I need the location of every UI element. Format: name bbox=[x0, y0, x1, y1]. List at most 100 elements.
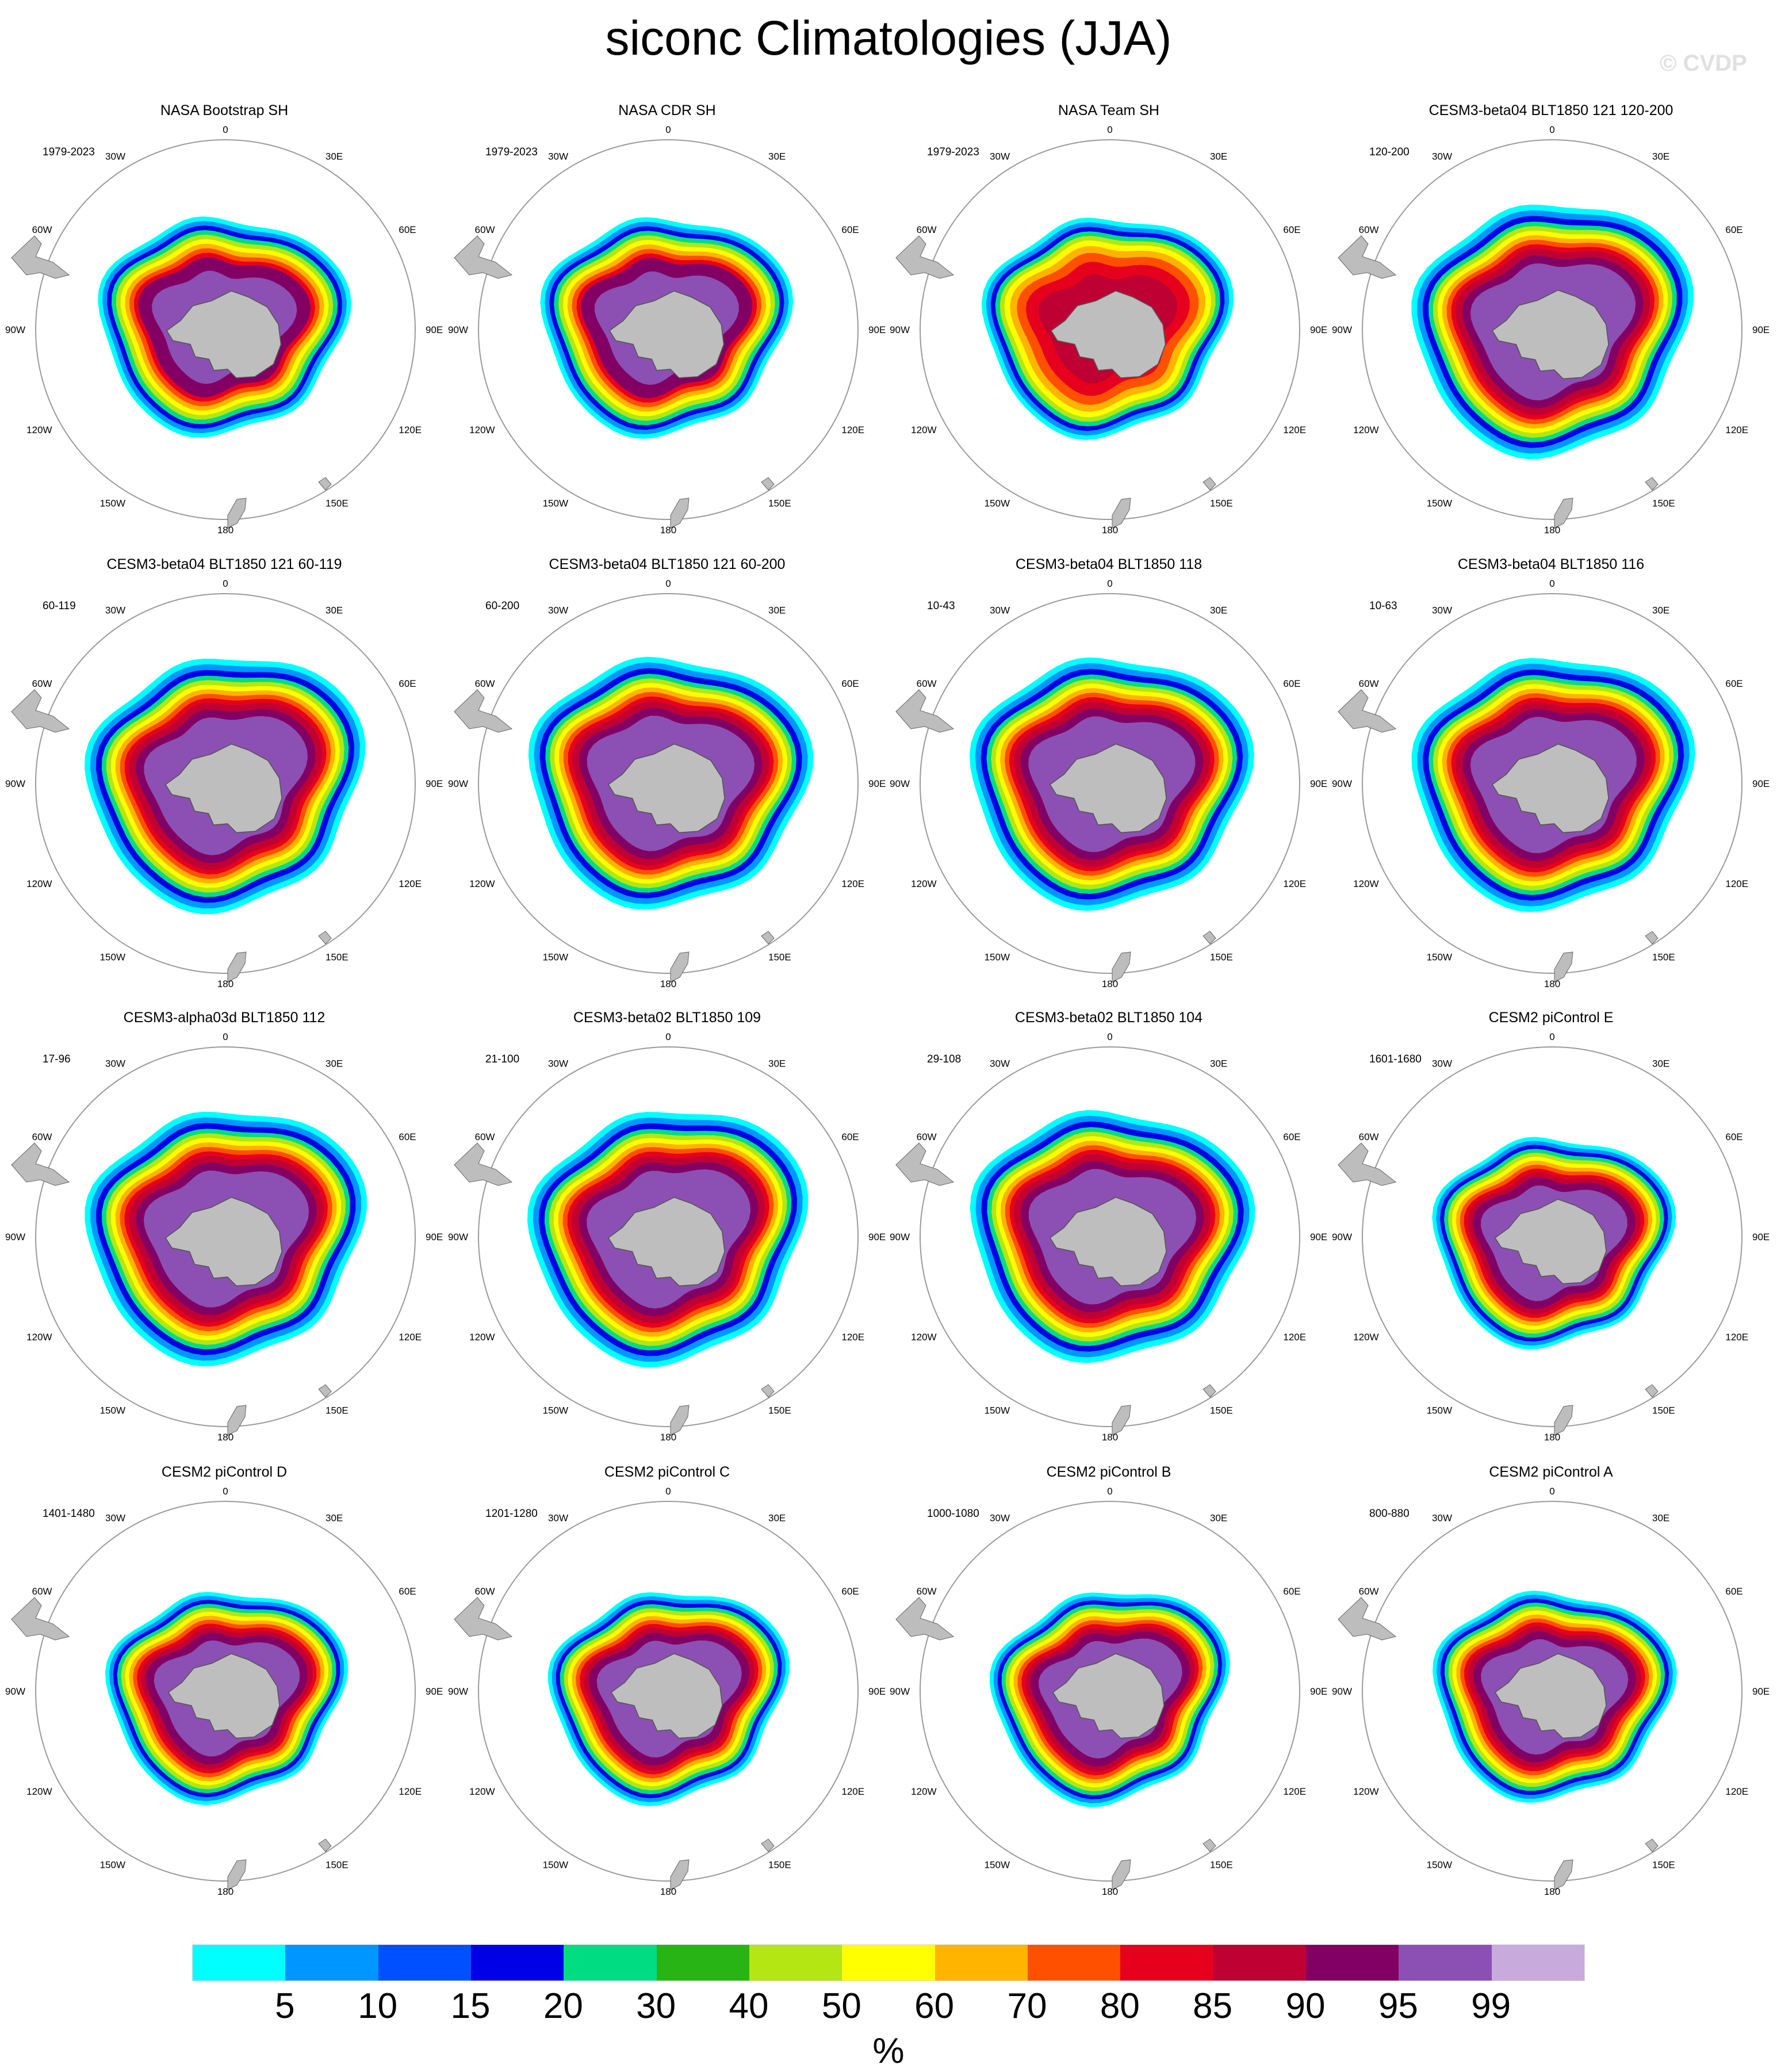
longitude-label: 180 bbox=[660, 978, 676, 989]
longitude-label: 30E bbox=[1210, 1513, 1227, 1524]
panel-years: 60-119 bbox=[43, 600, 76, 612]
new-zealand-land bbox=[1112, 951, 1131, 983]
longitude-label: 60E bbox=[1725, 1586, 1742, 1597]
tasmania-land bbox=[1202, 1384, 1216, 1398]
longitude-label: 30W bbox=[548, 151, 568, 162]
antarctica-land bbox=[164, 1196, 283, 1287]
polar-map: 0 30E 60E 90E 120E 150E 180 150W 120W 90W 60W 30W bbox=[448, 578, 886, 989]
longitude-label: 0 bbox=[223, 124, 228, 135]
map-panel: CESM3-beta02 BLT1850 109 21-100 0 30E 60E 90E… bbox=[443, 1010, 891, 1464]
tasmania-land bbox=[318, 1384, 332, 1398]
panel-title: CESM3-beta04 BLT1850 121 60-119 bbox=[106, 556, 342, 572]
longitude-label: 120W bbox=[26, 1786, 52, 1797]
tasmania-land bbox=[1645, 1384, 1659, 1398]
longitude-label: 60E bbox=[399, 224, 416, 235]
map-panel: CESM2 piControl D 1401-1480 0 30E 60E 90E 120E… bbox=[0, 1464, 449, 1918]
longitude-label: 180 bbox=[217, 1432, 233, 1443]
longitude-label: 120E bbox=[1725, 1332, 1748, 1343]
longitude-label: 60E bbox=[1283, 224, 1300, 235]
longitude-label: 150W bbox=[100, 951, 125, 962]
south-america-land bbox=[895, 689, 955, 733]
map-panel: CESM3-beta04 BLT1850 116 10-63 0 30E 60E 90E 1… bbox=[1327, 556, 1775, 1011]
longitude-label: 180 bbox=[1102, 978, 1118, 989]
new-zealand-land bbox=[227, 951, 247, 983]
longitude-label: 180 bbox=[1102, 525, 1118, 536]
longitude-label: 150E bbox=[1210, 1859, 1233, 1870]
longitude-label: 0 bbox=[223, 1031, 228, 1042]
longitude-label: 0 bbox=[665, 1031, 671, 1042]
longitude-label: 90W bbox=[5, 778, 25, 789]
map-panel: NASA CDR SH 1979-2023 0 30E 60E 90E 120E 150E 18… bbox=[443, 102, 891, 557]
polar-map: 0 30E 60E 90E 120E 150E 180 150W 120W 90W 60W 30W bbox=[890, 578, 1327, 989]
south-america-land bbox=[454, 1597, 513, 1641]
longitude-label: 150W bbox=[543, 1859, 568, 1870]
panel-title: CESM2 piControl C bbox=[604, 1464, 730, 1480]
longitude-label: 150W bbox=[1427, 951, 1452, 962]
longitude-label: 60E bbox=[1725, 678, 1742, 689]
antarctica-land bbox=[1052, 1653, 1165, 1739]
longitude-label: 150E bbox=[1210, 1405, 1233, 1416]
longitude-label: 60E bbox=[1283, 1131, 1300, 1142]
longitude-label: 150W bbox=[543, 1405, 568, 1416]
longitude-label: 90W bbox=[5, 1232, 25, 1243]
polar-map: 0 30E 60E 90E 120E 150E 180 150W 120W 90W 60W 30W bbox=[1332, 1486, 1770, 1897]
south-america-land bbox=[1338, 1597, 1397, 1641]
longitude-label: 60W bbox=[1359, 224, 1379, 235]
colorbar-tick-label: 90 bbox=[1285, 1986, 1326, 2026]
new-zealand-land bbox=[1112, 1859, 1131, 1890]
longitude-label: 120W bbox=[911, 425, 936, 435]
longitude-label: 30W bbox=[105, 1058, 125, 1069]
longitude-label: 30W bbox=[990, 1058, 1010, 1069]
longitude-label: 90W bbox=[448, 324, 468, 335]
polar-map: 0 30E 60E 90E 120E 150E 180 150W 120W 90W 60W 30W bbox=[890, 1486, 1327, 1897]
colorbar-tick-label: 95 bbox=[1378, 1986, 1418, 2026]
longitude-label: 0 bbox=[1107, 1031, 1112, 1042]
panel-title: CESM2 piControl D bbox=[161, 1464, 288, 1480]
longitude-label: 30W bbox=[1432, 605, 1452, 616]
longitude-label: 0 bbox=[665, 124, 671, 135]
panel-title: NASA Bootstrap SH bbox=[160, 102, 289, 118]
longitude-label: 90W bbox=[448, 1232, 468, 1243]
longitude-label: 90E bbox=[1310, 778, 1327, 789]
longitude-label: 0 bbox=[1549, 1031, 1554, 1042]
antarctica-land bbox=[1491, 289, 1610, 380]
longitude-label: 120E bbox=[841, 878, 864, 889]
longitude-label: 0 bbox=[1549, 124, 1554, 135]
longitude-label: 60W bbox=[475, 224, 495, 235]
longitude-label: 30E bbox=[1652, 605, 1669, 616]
longitude-label: 60E bbox=[1725, 224, 1742, 235]
new-zealand-land bbox=[1554, 1405, 1573, 1436]
tasmania-land bbox=[761, 1838, 775, 1852]
longitude-label: 120W bbox=[26, 1332, 52, 1343]
colorbar-tick-label: 80 bbox=[1100, 1986, 1140, 2026]
longitude-label: 90E bbox=[868, 324, 886, 335]
polar-map: 0 30E 60E 90E 120E 150E 180 150W 120W 90W 60W 30W bbox=[448, 1031, 886, 1443]
panel-title: CESM3-beta04 BLT1850 121 120-200 bbox=[1429, 102, 1673, 118]
longitude-label: 0 bbox=[1107, 578, 1112, 589]
longitude-label: 90W bbox=[890, 1232, 910, 1243]
longitude-label: 60E bbox=[841, 678, 859, 689]
longitude-label: 30E bbox=[1210, 605, 1227, 616]
antarctica-land bbox=[607, 743, 726, 834]
panel-title: NASA CDR SH bbox=[618, 102, 716, 118]
longitude-label: 60E bbox=[841, 1586, 859, 1597]
longitude-label: 150W bbox=[100, 498, 125, 509]
antarctica-land bbox=[610, 1653, 723, 1739]
longitude-label: 90W bbox=[5, 1686, 25, 1697]
colorbar-tick-label: 60 bbox=[914, 1986, 955, 2026]
longitude-label: 0 bbox=[223, 578, 228, 589]
south-america-land bbox=[454, 689, 513, 733]
new-zealand-land bbox=[1112, 498, 1131, 529]
longitude-label: 90W bbox=[1332, 778, 1352, 789]
longitude-label: 120W bbox=[911, 878, 936, 889]
south-america-land bbox=[11, 1597, 70, 1641]
longitude-label: 180 bbox=[660, 1886, 676, 1897]
new-zealand-land bbox=[1554, 1859, 1573, 1890]
tasmania-land bbox=[318, 931, 332, 945]
polar-map: 0 30E 60E 90E 120E 150E 180 150W 120W 90W 60W 30W bbox=[5, 1486, 443, 1897]
panel-years: 1201-1280 bbox=[485, 1508, 538, 1520]
longitude-label: 60W bbox=[32, 224, 52, 235]
polar-map: 0 30E 60E 90E 120E 150E 180 150W 120W 90W 60W 30W bbox=[5, 124, 443, 536]
polar-map: 0 30E 60E 90E 120E 150E 180 150W 120W 90W 60W 30W bbox=[1332, 124, 1770, 536]
colorbar-tick-label: 20 bbox=[543, 1986, 583, 2026]
